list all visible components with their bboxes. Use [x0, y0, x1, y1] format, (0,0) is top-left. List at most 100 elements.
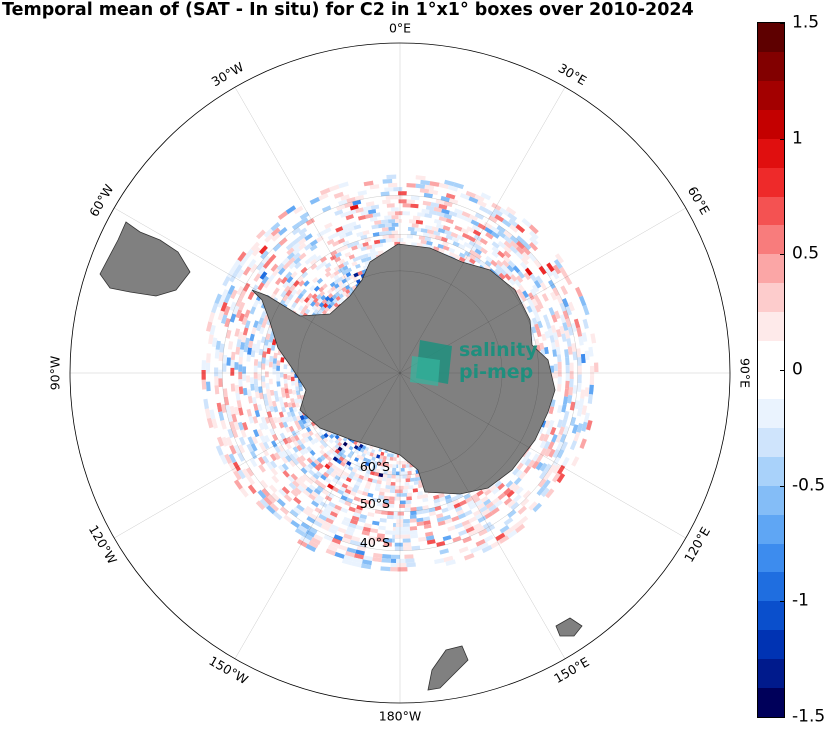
data-cell [388, 467, 393, 472]
data-cell [388, 463, 393, 468]
data-cell [281, 392, 286, 398]
data-cell [347, 474, 354, 480]
data-cell [348, 441, 353, 447]
data-cell [279, 401, 285, 408]
data-cell [410, 533, 418, 539]
data-cell [362, 476, 369, 482]
data-cell [340, 448, 346, 454]
longitude-label: 90°W [48, 356, 63, 391]
data-cell [407, 470, 412, 475]
data-cell [345, 477, 352, 483]
data-cell [329, 433, 335, 439]
data-cell [327, 292, 334, 299]
data-cell [214, 376, 219, 386]
data-cell [391, 554, 400, 559]
data-cell [565, 365, 570, 373]
data-cell [394, 195, 403, 200]
data-cell [390, 478, 396, 483]
data-cell [409, 514, 417, 519]
colorbar-tick-label: -1.5 [792, 706, 826, 727]
data-cell [328, 448, 335, 454]
data-cell [396, 493, 402, 497]
data-cell [346, 448, 352, 454]
data-cell [386, 453, 391, 457]
data-cell [556, 354, 562, 362]
data-cell [536, 329, 542, 338]
data-cell [394, 546, 404, 551]
data-cell [302, 447, 309, 454]
data-cell [401, 464, 406, 468]
colorbar-tick [780, 138, 785, 140]
data-cell [403, 511, 411, 516]
data-cell [402, 219, 410, 224]
data-cell [378, 473, 384, 478]
data-cell [350, 265, 357, 271]
data-cell [390, 485, 396, 490]
data-cell [379, 455, 384, 460]
data-cell [395, 471, 400, 476]
data-cell [227, 340, 234, 350]
data-cell [294, 382, 299, 387]
data-cell [371, 478, 378, 484]
data-cell [382, 455, 387, 460]
data-cell [398, 230, 405, 235]
data-cell [395, 211, 403, 216]
data-cell [336, 472, 343, 478]
data-cell [261, 381, 266, 388]
data-cell [313, 297, 319, 304]
data-cell [550, 412, 557, 422]
data-cell [322, 437, 329, 443]
data-cell [303, 436, 310, 443]
colorbar-segment [758, 601, 784, 631]
data-cell [573, 368, 578, 377]
data-cell [389, 456, 394, 461]
data-cell [403, 460, 407, 465]
data-cell [383, 207, 392, 212]
data-cell [356, 454, 361, 459]
data-cell [320, 434, 326, 440]
data-cell [406, 191, 416, 196]
data-cell [404, 482, 410, 486]
data-cell [411, 223, 419, 228]
data-cell [402, 522, 410, 527]
data-cell [201, 360, 207, 370]
data-cell [384, 187, 394, 192]
data-cell [358, 486, 365, 492]
data-cell [323, 458, 330, 464]
data-cell [276, 386, 282, 392]
data-cell [384, 215, 392, 220]
data-cell [566, 338, 572, 347]
data-cell [381, 558, 391, 563]
data-cell [352, 476, 359, 482]
data-cell [397, 567, 408, 572]
data-cell [330, 285, 337, 292]
data-cell [357, 466, 363, 472]
data-cell [343, 463, 350, 469]
data-cell [391, 474, 396, 479]
data-cell [396, 174, 407, 179]
data-cell [299, 443, 306, 450]
data-cell [407, 488, 413, 493]
data-cell [407, 226, 415, 232]
data-cell [385, 230, 392, 235]
data-cell [396, 461, 400, 465]
data-cell [325, 275, 332, 282]
data-cell [338, 293, 344, 299]
data-cell [331, 446, 337, 452]
data-cell [394, 542, 403, 547]
tasmania-landmass [555, 617, 583, 637]
data-cell [367, 447, 373, 453]
data-cell [410, 503, 417, 508]
data-cell [233, 479, 243, 490]
data-cell [322, 287, 329, 294]
data-cell [230, 375, 235, 384]
data-cell [361, 460, 367, 466]
data-cell [329, 453, 335, 460]
data-cell [238, 356, 243, 365]
data-cell [287, 379, 292, 385]
longitude-label: 180°W [379, 709, 421, 724]
data-cell [337, 437, 343, 442]
data-cell [378, 491, 385, 496]
data-cell [391, 207, 399, 212]
data-cell [462, 536, 472, 544]
